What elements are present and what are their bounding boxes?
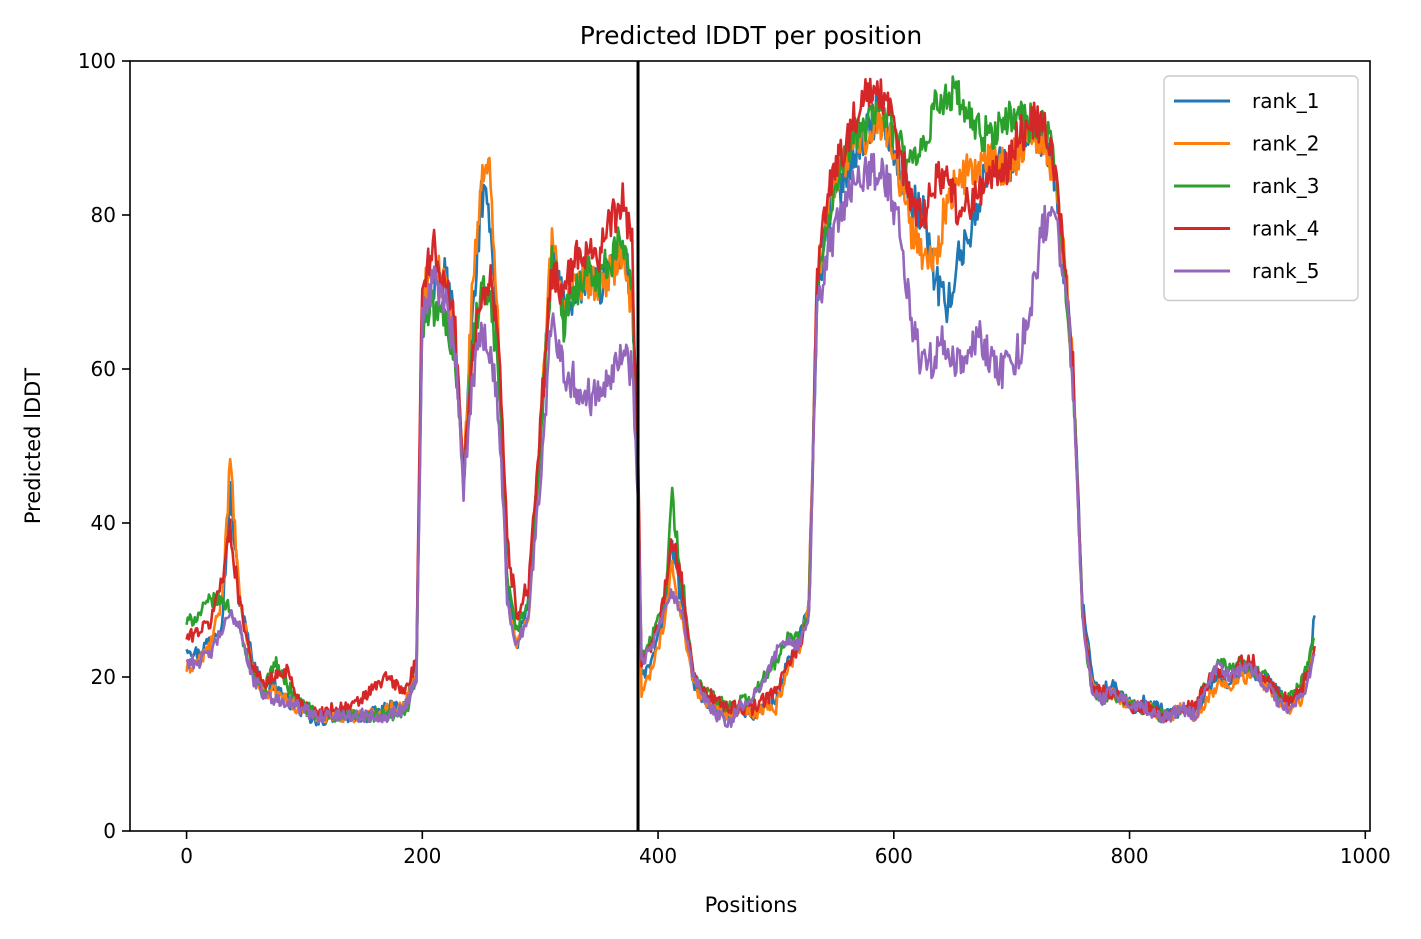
x-tick-label: 1000 [1340,844,1391,868]
legend-label-rank_1: rank_1 [1252,89,1319,113]
y-tick-label: 0 [103,819,116,843]
y-tick-label: 20 [91,665,116,689]
legend-label-rank_4: rank_4 [1252,217,1319,241]
series-line-rank_5 [185,152,1316,729]
x-tick-label: 200 [403,844,441,868]
y-axis-label: Predicted lDDT [21,368,45,524]
legend-label-rank_2: rank_2 [1252,132,1319,156]
x-tick-label: 800 [1110,844,1148,868]
y-tick-label: 40 [91,511,116,535]
legend-label-rank_3: rank_3 [1252,174,1319,198]
legend-label-rank_5: rank_5 [1252,259,1319,283]
x-tick-label: 600 [875,844,913,868]
x-axis: 0 200 400 600 800 1000 [180,831,1391,868]
legend-box [1163,75,1359,302]
series-layer [185,75,1316,729]
x-tick-label: 0 [180,844,193,868]
chart-title: Predicted lDDT per position [580,21,922,50]
y-axis: 0 20 40 60 80 100 [78,49,130,843]
plot-frame [129,60,1371,832]
legend: rank_1 rank_2 rank_3 rank_4 rank_5 [1163,75,1359,302]
y-tick-label: 60 [91,357,116,381]
x-tick-label: 400 [639,844,677,868]
y-tick-label: 80 [91,203,116,227]
x-axis-label: Positions [705,893,798,917]
y-tick-label: 100 [78,49,116,73]
